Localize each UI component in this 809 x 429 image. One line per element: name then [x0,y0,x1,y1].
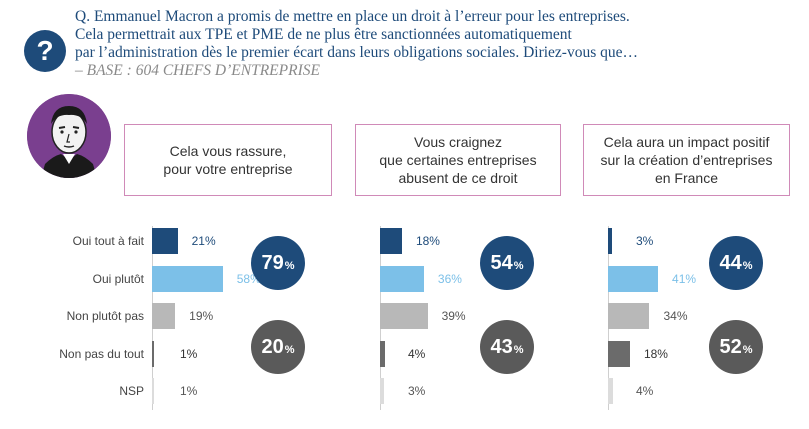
panel-3-header-line-1: Cela aura un impact positif [603,134,770,150]
total-no-circle: 20% [251,320,305,374]
data-label: 3% [408,384,426,398]
data-label: 34% [663,309,688,323]
bar [152,341,154,367]
total-yes-value: 44 [719,251,742,274]
bar [380,303,428,329]
total-no-circle: 43% [480,320,534,374]
bar [608,228,612,254]
bar [608,266,659,292]
panel-3-header: Cela aura un impact positif sur la créat… [583,124,790,196]
total-no-value: 20 [261,335,284,358]
data-label: 1% [180,347,198,361]
question-icon: ? [24,30,66,72]
data-label: 39% [441,309,466,323]
question-text: Q. Emmanuel Macron a promis de mettre en… [75,8,795,80]
percent-suffix: % [742,344,753,356]
category-label: Non plutôt pas [66,309,144,323]
bar [380,228,402,254]
percent-suffix: % [513,260,524,272]
total-no-value: 52 [719,335,742,358]
total-no-circle: 52% [709,320,763,374]
bar [152,303,176,329]
question-line-1: Q. Emmanuel Macron a promis de mettre en… [75,8,630,25]
panel-2-header-line-3: abusent de ce droit [398,170,518,186]
category-label: Oui plutôt [92,272,144,286]
category-label: Oui tout à fait [72,234,144,248]
bar [152,266,223,292]
data-label: 4% [408,347,426,361]
bar [380,341,385,367]
category-label: Non pas du tout [59,347,144,361]
panel-3-header-line-3: en France [654,170,719,186]
percent-suffix: % [742,260,753,272]
total-no-value: 43 [490,335,513,358]
panel-2-header: Vous craignez que certaines entreprises … [355,124,561,196]
percent-suffix: % [284,344,295,356]
bar [152,228,178,254]
bar [608,378,613,404]
portrait-icon [27,94,111,178]
bar [380,266,424,292]
panel-1-header-line-2: pour votre entreprise [163,161,293,177]
bar [608,341,630,367]
panel-1-header-line-1: Cela vous rassure, [169,143,287,159]
percent-suffix: % [284,260,295,272]
total-yes-circle: 54% [480,236,534,290]
total-yes-circle: 79% [251,236,305,290]
question-base: – BASE : 604 CHEFS D’ENTREPRISE [75,62,320,79]
panel-2-header-line-1: Vous craignez [414,134,502,150]
data-label: 3% [636,234,654,248]
question-line-2: Cela permettrait aux TPE et PME de ne pl… [75,26,572,43]
data-label: 21% [191,234,216,248]
total-yes-circle: 44% [709,236,763,290]
bar [152,378,154,404]
category-label: NSP [119,384,144,398]
bar [380,378,384,404]
data-label: 36% [437,272,462,286]
data-label: 41% [672,272,697,286]
percent-suffix: % [513,344,524,356]
data-label: 18% [415,234,440,248]
panel-3-header-line-2: sur la création d’entreprises [600,152,773,168]
data-label: 1% [180,384,198,398]
bar [608,303,650,329]
total-yes-value: 54 [490,251,513,274]
data-label: 4% [636,384,654,398]
data-label: 19% [189,309,214,323]
panel-1-header: Cela vous rassure, pour votre entreprise [124,124,332,196]
total-yes-value: 79 [261,251,284,274]
question-line-3: par l’administration dès le premier écar… [75,44,638,61]
data-label: 18% [643,347,668,361]
panel-2-header-line-2: que certaines entreprises [379,152,537,168]
